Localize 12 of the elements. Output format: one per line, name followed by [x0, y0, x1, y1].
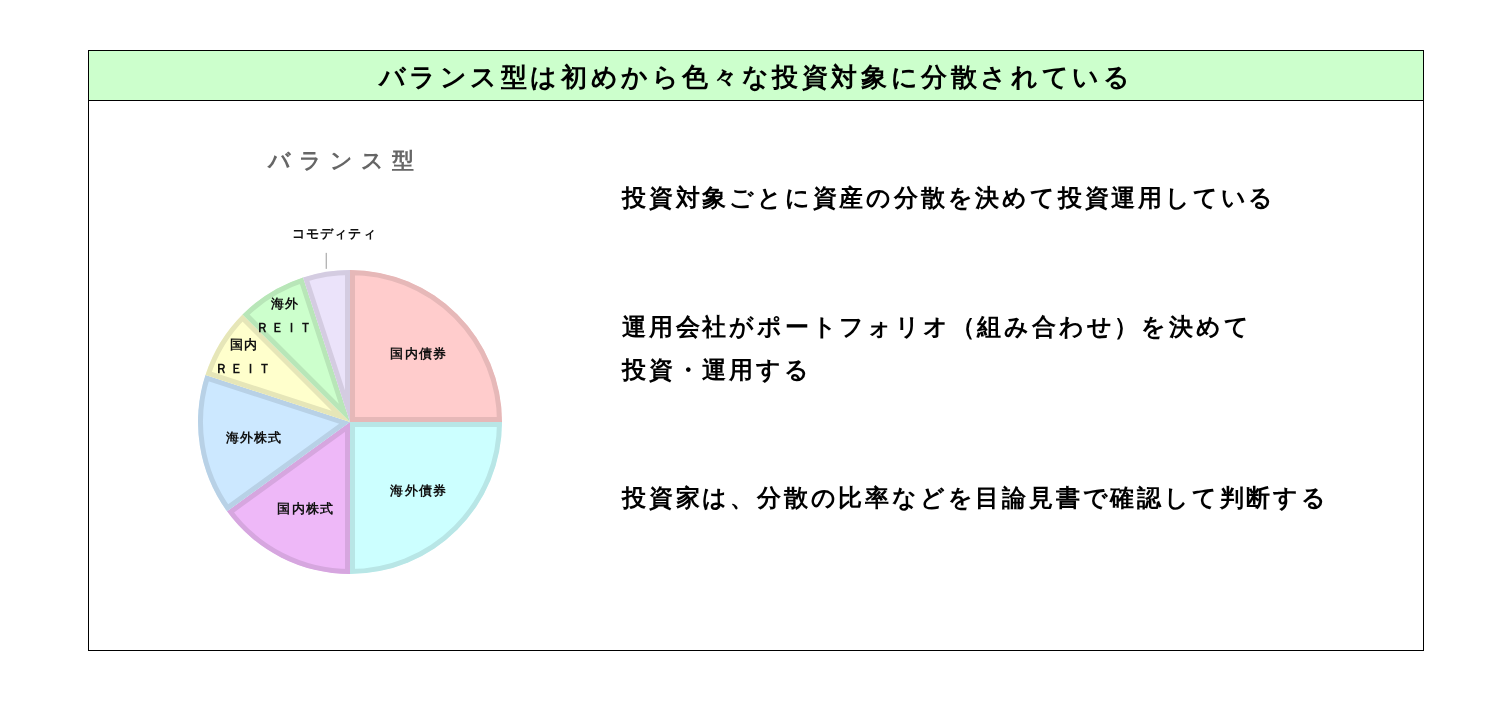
annotation: 運用会社がポートフォリオ（組み合わせ）を決めて投資・運用する	[622, 312, 1252, 384]
slice-label: 国内ＲＥＩＴ	[215, 337, 273, 377]
annotation: 投資対象ごとに資産の分散を決めて投資運用している	[622, 184, 1277, 212]
subtitle: バランス型	[268, 147, 422, 173]
slice-label: コモディティ	[291, 226, 377, 242]
slice-label: 海外債券	[390, 483, 448, 499]
annotation: 投資家は、分散の比率などを目論見書で確認して判断する	[622, 484, 1329, 512]
slice-label: 海外ＲＥＩＴ	[256, 296, 314, 336]
slice-label: 国内株式	[277, 501, 335, 517]
slice-label: 海外株式	[225, 429, 283, 445]
title: バランス型は初めから色々な投資対象に分散されている	[378, 61, 1134, 92]
slice-label: 国内債券	[390, 345, 448, 361]
